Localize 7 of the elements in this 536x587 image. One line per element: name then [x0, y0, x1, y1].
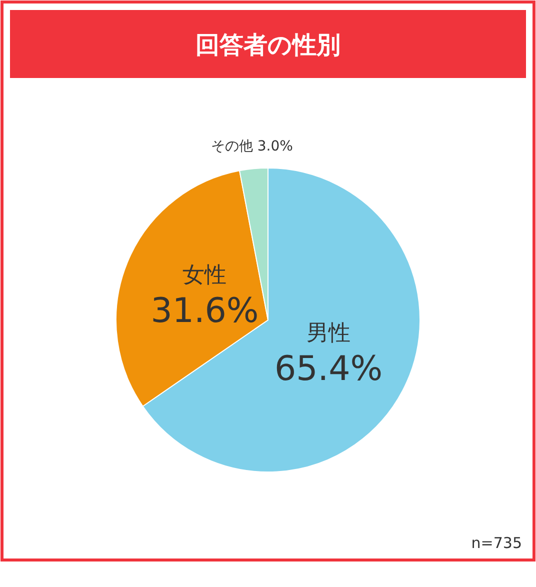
slice-label: その他 3.0% [210, 138, 293, 155]
data-label: 31.6% [150, 291, 259, 332]
data-label: 65.4% [274, 348, 383, 389]
text: n=735 [471, 534, 522, 552]
slice-label: 女性 [182, 263, 227, 288]
chart-title: 回答者の性別 [196, 31, 340, 59]
slice-label: 男性 [306, 320, 351, 346]
